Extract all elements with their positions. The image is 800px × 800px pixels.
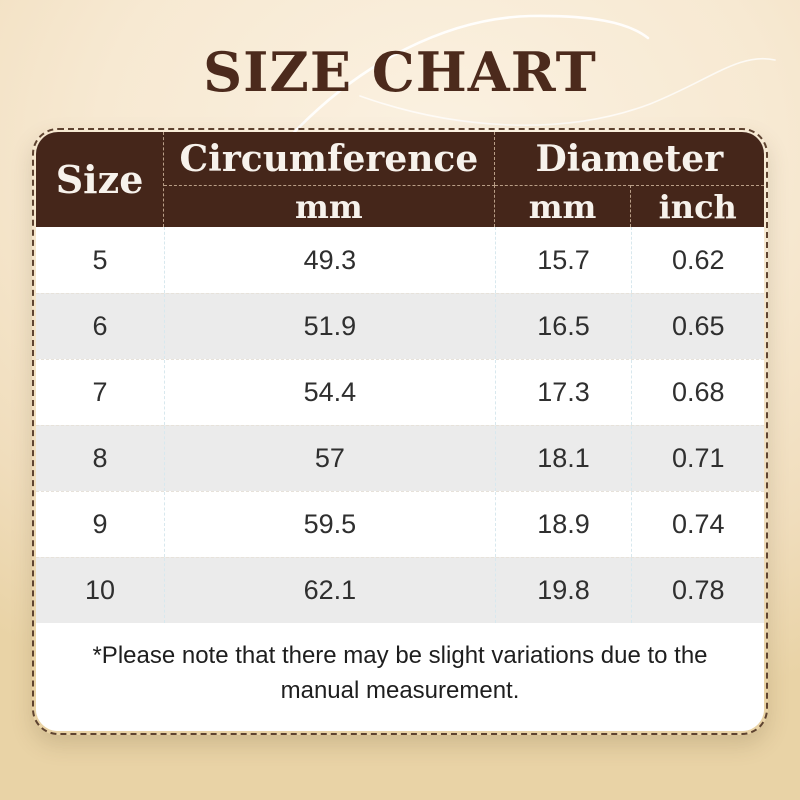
table-row-size-6: 6 51.9 16.5 0.65 bbox=[36, 293, 764, 359]
cell-circumference-mm: 59.5 bbox=[164, 492, 495, 557]
cell-diameter-inch: 0.65 bbox=[631, 294, 763, 359]
header-circumference: Circumference bbox=[164, 132, 495, 185]
cell-diameter-mm: 18.1 bbox=[494, 426, 632, 491]
table-row-size-10: 10 62.1 19.8 0.78 bbox=[36, 557, 764, 623]
size-chart-table: Size Circumference Diameter mm mm inch 5… bbox=[36, 132, 764, 731]
cell-circumference-mm: 54.4 bbox=[164, 360, 495, 425]
cell-diameter-inch: 0.71 bbox=[631, 426, 763, 491]
cell-diameter-mm: 15.7 bbox=[494, 227, 632, 293]
cell-diameter-inch: 0.74 bbox=[631, 492, 763, 557]
cell-size: 9 bbox=[92, 509, 108, 539]
cell-size: 10 bbox=[85, 575, 116, 605]
cell-size: 8 bbox=[92, 443, 108, 473]
header-diameter-unit-mm: mm bbox=[494, 185, 632, 227]
header-diameter-unit-inch: inch bbox=[631, 185, 764, 227]
table-row-size-7: 7 54.4 17.3 0.68 bbox=[36, 359, 764, 425]
table-row-size-9: 9 59.5 18.9 0.74 bbox=[36, 491, 764, 557]
cell-diameter-mm: 18.9 bbox=[494, 492, 632, 557]
cell-size: 6 bbox=[92, 311, 108, 341]
cell-diameter-inch: 0.68 bbox=[631, 360, 763, 425]
table-footer: *Please note that there may be slight va… bbox=[36, 623, 764, 731]
cell-circumference-mm: 49.3 bbox=[164, 227, 495, 293]
cell-circumference-mm: 57 bbox=[164, 426, 495, 491]
cell-diameter-inch: 0.62 bbox=[631, 227, 763, 293]
table-body: 5 49.3 15.7 0.62 6 51.9 16.5 0.65 7 54.4… bbox=[36, 227, 764, 623]
table-row-size-8: 8 57 18.1 0.71 bbox=[36, 425, 764, 491]
cell-circumference-mm: 51.9 bbox=[164, 294, 495, 359]
cell-size: 5 bbox=[92, 244, 108, 275]
header-size: Size bbox=[36, 132, 165, 227]
table-row-size-5: 5 49.3 15.7 0.62 bbox=[36, 227, 764, 293]
page-title: SIZE CHART bbox=[203, 40, 597, 104]
cell-diameter-mm: 16.5 bbox=[494, 294, 632, 359]
cell-size: 7 bbox=[92, 377, 108, 407]
cell-circumference-mm: 62.1 bbox=[164, 558, 495, 623]
size-chart-card: Size Circumference Diameter mm mm inch 5… bbox=[32, 128, 768, 735]
table-header: Size Circumference Diameter mm mm inch bbox=[36, 132, 764, 227]
measurement-disclaimer: *Please note that there may be slight va… bbox=[92, 642, 708, 704]
cell-diameter-mm: 17.3 bbox=[494, 360, 632, 425]
cell-diameter-inch: 0.78 bbox=[631, 558, 763, 623]
header-circumference-unit-mm: mm bbox=[164, 185, 495, 227]
cell-diameter-mm: 19.8 bbox=[494, 558, 632, 623]
header-diameter: Diameter bbox=[535, 137, 724, 180]
